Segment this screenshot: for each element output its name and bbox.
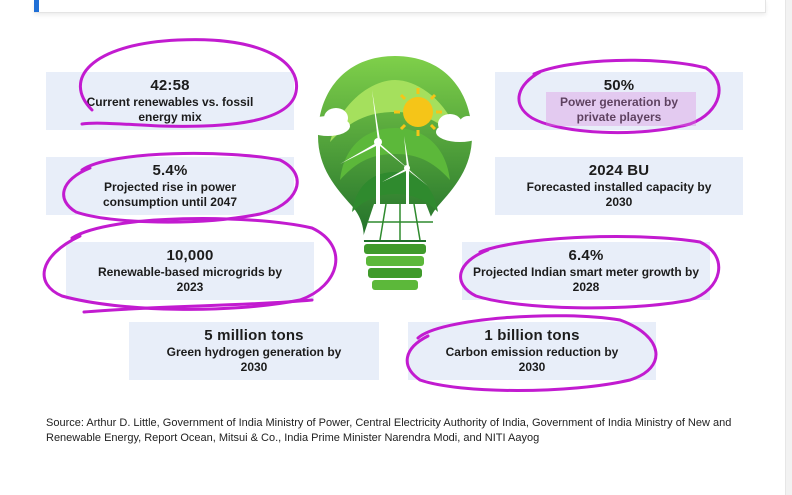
solar-panel-icon: [362, 203, 440, 241]
leaf-icon: [340, 128, 450, 180]
stat-green-hydrogen: 5 million tons Green hydrogen generation…: [129, 322, 379, 380]
stat-label: Power generation by private players: [559, 95, 679, 124]
sun-icon: [394, 88, 442, 136]
stat-microgrids: 10,000 Renewable-based microgrids by 202…: [66, 242, 314, 300]
annotation-underline: [82, 298, 314, 314]
green-energy-bulb-illustration: [306, 56, 484, 290]
annotation-highlight: [546, 92, 696, 126]
stat-value: 10,000: [166, 247, 214, 264]
wind-turbine-icon: [382, 136, 428, 220]
stat-value: 42:58: [150, 77, 190, 94]
stat-label: Renewable-based microgrids by 2023: [97, 265, 283, 294]
bulb-base-icon: [364, 244, 426, 290]
cloud-icon: [306, 108, 350, 136]
stat-label: Projected Indian smart meter growth by 2…: [472, 265, 700, 294]
stat-power-consumption: 5.4% Projected rise in power consumption…: [46, 157, 294, 215]
stat-label: Green hydrogen generation by 2030: [166, 345, 342, 374]
stat-value: 5.4%: [152, 162, 188, 179]
stat-value: 50%: [603, 77, 635, 94]
annotation-circle: [517, 58, 721, 135]
annotation-circle: [405, 314, 658, 392]
stat-installed-capacity: 2024 BU Forecasted installed capacity by…: [495, 157, 743, 215]
stat-carbon-reduction: 1 billion tons Carbon emission reduction…: [408, 322, 656, 380]
stat-value: 5 million tons: [204, 327, 304, 344]
stat-value: 2024 BU: [588, 162, 650, 179]
leaf-icon: [352, 172, 438, 212]
source-citation: Source: Arthur D. Little, Government of …: [46, 417, 732, 444]
wind-turbine-icon: [340, 90, 412, 228]
stat-label: Forecasted installed capacity by 2030: [526, 180, 712, 209]
annotation-circle: [62, 151, 299, 224]
stat-smart-meter: 6.4% Projected Indian smart meter growth…: [462, 242, 710, 300]
annotation-circle: [459, 235, 721, 310]
stat-label: Projected rise in power consumption unti…: [102, 180, 237, 209]
stat-label: Current renewables vs. fossil energy mix: [86, 95, 254, 124]
annotation-circle: [42, 217, 338, 311]
card-accent-bar: [34, 0, 39, 12]
cloud-icon: [436, 114, 484, 142]
stat-label: Carbon emission reduction by 2030: [445, 345, 619, 374]
scrollbar[interactable]: [785, 0, 792, 495]
annotation-circle: [79, 38, 299, 128]
stat-value: 1 billion tons: [484, 327, 580, 344]
stat-value: 6.4%: [568, 247, 604, 264]
